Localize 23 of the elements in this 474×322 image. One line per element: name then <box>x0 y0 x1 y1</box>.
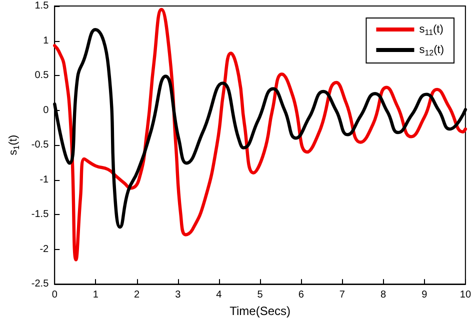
y-tick-label: -2 <box>40 244 50 255</box>
x-tick-label: 3 <box>175 290 182 301</box>
y-tick-label: 1.5 <box>34 0 50 12</box>
x-tick-label: 5 <box>257 290 264 301</box>
x-tick-label: 2 <box>134 290 140 301</box>
y-tick-label: -1.5 <box>31 209 50 220</box>
x-tick-label: 1 <box>92 290 99 301</box>
y-tick-label: -1 <box>40 174 50 186</box>
line-series <box>53 8 468 262</box>
y-tick-label: -0.5 <box>31 140 50 151</box>
x-tick-label: 9 <box>422 290 428 301</box>
y-tick-label: 0.5 <box>34 70 50 82</box>
y-tick-label: 0 <box>43 104 50 116</box>
y-tick-label: -2.5 <box>31 278 50 290</box>
x-tick-label: 8 <box>380 290 386 301</box>
x-tick-label: 4 <box>216 290 222 301</box>
x-tick-label: 7 <box>339 290 346 301</box>
y-axis-title: s1(t) <box>8 134 21 156</box>
x-tick-label: 0 <box>52 290 58 301</box>
x-tick-label: 10 <box>460 290 472 301</box>
y-tick-label: 1 <box>43 35 50 46</box>
x-axis-title: Time(Secs) <box>230 304 290 318</box>
x-tick-label: 6 <box>298 290 304 301</box>
